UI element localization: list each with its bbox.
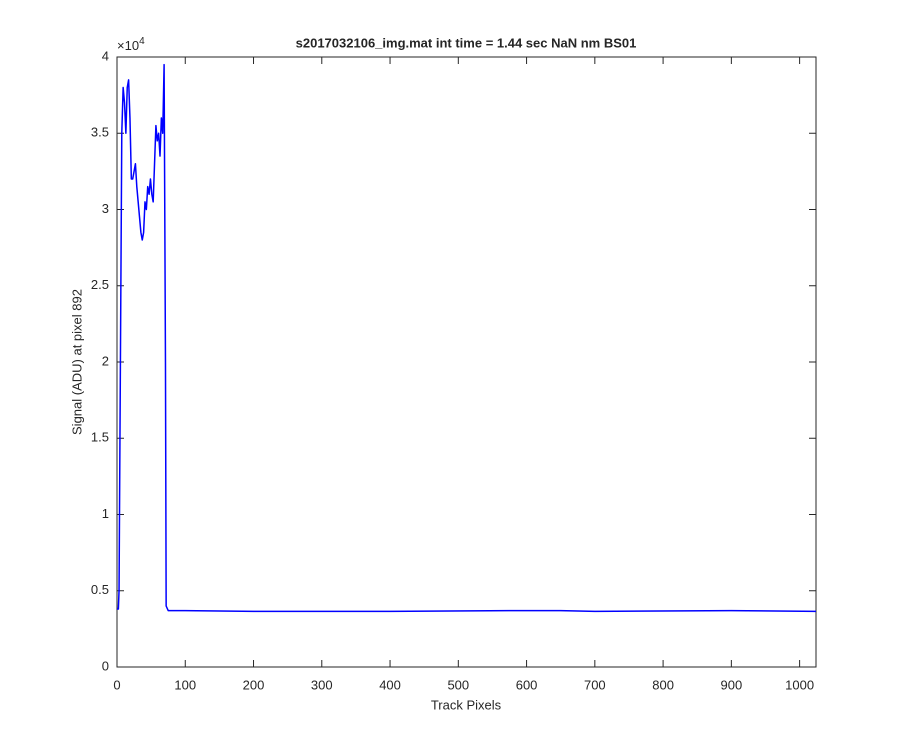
y-multiplier: ×104 xyxy=(117,36,145,54)
y-axis-label: Signal (ADU) at pixel 892 xyxy=(69,289,84,435)
x-tick-label: 1000 xyxy=(785,677,814,692)
x-tick-label: 0 xyxy=(113,677,120,692)
x-axis-label: Track Pixels xyxy=(431,697,502,712)
y-multiplier-power: 4 xyxy=(139,36,145,47)
x-tick-label: 400 xyxy=(379,677,401,692)
y-multiplier-base: ×10 xyxy=(117,38,139,53)
data-line xyxy=(117,63,817,613)
axes-box xyxy=(116,56,817,668)
y-tick-label: 4 xyxy=(102,48,109,63)
chart-title: s2017032106_img.mat int time = 1.44 sec … xyxy=(296,35,637,50)
x-tick-label: 600 xyxy=(516,677,538,692)
y-tick-label: 2.5 xyxy=(91,277,109,292)
y-tick-label: 1.5 xyxy=(91,430,109,445)
x-tick-label: 300 xyxy=(311,677,333,692)
y-tick-label: 2 xyxy=(102,353,109,368)
x-tick-label: 500 xyxy=(447,677,469,692)
y-tick-label: 3 xyxy=(102,201,109,216)
y-tick-label: 0 xyxy=(102,658,109,673)
y-tick-label: 0.5 xyxy=(91,582,109,597)
y-tick-label: 3.5 xyxy=(91,125,109,140)
x-tick-label: 100 xyxy=(174,677,196,692)
x-tick-label: 700 xyxy=(584,677,606,692)
x-tick-label: 200 xyxy=(243,677,265,692)
x-tick-label: 800 xyxy=(652,677,674,692)
x-tick-label: 900 xyxy=(721,677,743,692)
y-tick-label: 1 xyxy=(102,506,109,521)
